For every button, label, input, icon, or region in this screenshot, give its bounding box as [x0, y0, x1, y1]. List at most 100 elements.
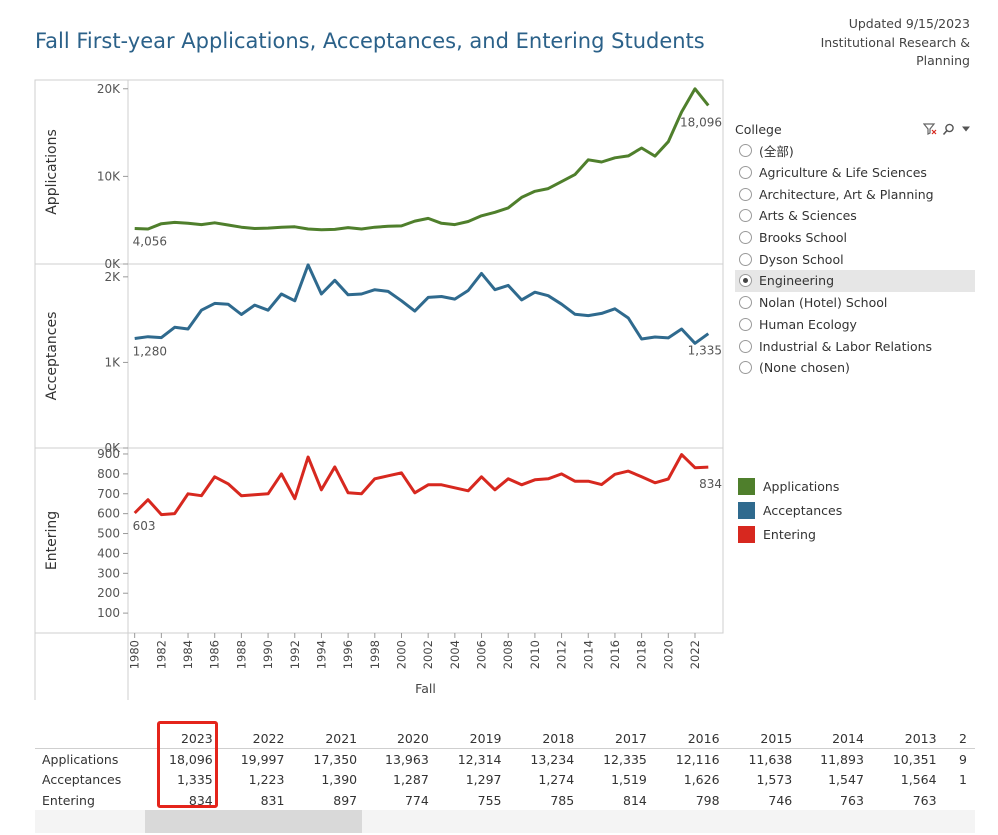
filter-options: (全部) Agriculture & Life Sciences Architect… — [735, 140, 975, 379]
x-tick-label: 2008 — [501, 640, 515, 669]
data-point — [440, 222, 443, 225]
highlight-2023-column — [157, 721, 218, 808]
table-cell: 11,638 — [748, 751, 793, 767]
legend-item[interactable]: Applications — [738, 474, 842, 498]
college-option[interactable]: Architecture, Art & Planning — [735, 183, 975, 205]
data-point — [453, 298, 456, 301]
clear-filter-icon[interactable] — [921, 121, 939, 137]
data-point — [440, 295, 443, 298]
data-point — [253, 227, 256, 230]
year-header[interactable]: 2021 — [325, 730, 358, 746]
option-label: Agriculture & Life Sciences — [759, 165, 927, 181]
table-cell: 1,287 — [393, 772, 429, 788]
data-point — [147, 335, 150, 338]
year-header[interactable]: 2019 — [469, 730, 502, 746]
data-point — [240, 226, 243, 229]
color-legend: Applications Acceptances Entering — [738, 474, 842, 546]
college-option[interactable]: Human Ecology — [735, 314, 975, 336]
college-option[interactable]: Industrial & Labor Relations — [735, 335, 975, 357]
scrollbar-thumb[interactable] — [145, 810, 362, 833]
data-point — [253, 493, 256, 496]
college-option[interactable]: Agriculture & Life Sciences — [735, 162, 975, 184]
search-icon[interactable] — [939, 121, 957, 137]
y-tick-label: 900 — [97, 447, 120, 461]
radio-button[interactable] — [739, 317, 752, 331]
data-point — [373, 477, 376, 480]
table-cell: 746 — [768, 792, 793, 808]
data-point — [640, 475, 643, 478]
horizontal-scrollbar[interactable] — [35, 810, 975, 833]
radio-button[interactable] — [739, 296, 752, 310]
data-point — [440, 483, 443, 486]
legend-item[interactable]: Entering — [738, 522, 842, 546]
data-point — [133, 227, 136, 230]
college-option[interactable]: Nolan (Hotel) School — [735, 292, 975, 314]
data-point — [507, 477, 510, 480]
college-option[interactable]: (None chosen) — [735, 357, 975, 379]
table-cell: 1,390 — [321, 772, 358, 788]
radio-button[interactable] — [739, 339, 752, 353]
radio-button[interactable] — [739, 209, 752, 223]
table-cell: 12,314 — [457, 751, 502, 767]
data-point — [173, 326, 176, 329]
year-header[interactable]: 2014 — [832, 730, 864, 746]
year-header[interactable]: 2020 — [396, 730, 429, 746]
data-point — [267, 492, 270, 495]
row-label: Entering — [42, 792, 95, 808]
legend-label: Entering — [763, 526, 816, 542]
year-header[interactable]: 2018 — [542, 730, 575, 746]
table-cell: 11,893 — [820, 751, 864, 767]
data-point — [413, 220, 416, 223]
year-header[interactable]: 2023 — [180, 730, 213, 746]
y-tick-label: 800 — [97, 467, 120, 481]
data-point — [614, 473, 617, 476]
legend-item[interactable]: Acceptances — [738, 498, 842, 522]
row-label: Acceptances — [42, 772, 122, 788]
x-tick-label: 2000 — [394, 640, 408, 669]
college-option[interactable]: (全部) — [735, 140, 975, 162]
radio-button[interactable] — [739, 231, 752, 245]
radio-button[interactable] — [739, 144, 752, 158]
data-point — [240, 313, 243, 316]
updated-date: Updated 9/15/2023 — [848, 16, 970, 31]
year-header[interactable]: 2 — [959, 730, 967, 746]
data-point — [480, 214, 483, 217]
college-option[interactable]: Arts & Sciences — [735, 205, 975, 227]
year-header[interactable]: 2013 — [904, 730, 937, 746]
x-tick-label: 1994 — [314, 640, 328, 669]
table-cell: 1 — [959, 772, 967, 788]
data-point — [320, 488, 323, 491]
year-header[interactable]: 2017 — [615, 730, 647, 746]
data-point — [560, 472, 563, 475]
line-charts: 0K 10K 20K Applications 4,056 18,096 0K 1K 2K Acc… — [34, 79, 724, 700]
data-point — [600, 161, 603, 164]
x-tick-label: 1998 — [368, 640, 382, 669]
college-option[interactable]: Dyson School — [735, 248, 975, 270]
data-point — [133, 512, 136, 515]
data-point — [654, 336, 657, 339]
data-point — [453, 486, 456, 489]
legend-swatch — [738, 477, 755, 495]
college-option[interactable]: Brooks School — [735, 227, 975, 249]
radio-button[interactable] — [739, 187, 752, 201]
radio-button[interactable] — [739, 166, 752, 180]
year-header[interactable]: 2015 — [760, 730, 793, 746]
data-point — [173, 512, 176, 515]
data-point — [347, 491, 350, 494]
last-value-label: 18,096 — [680, 115, 722, 129]
y-tick-label: 300 — [97, 566, 120, 580]
year-header[interactable]: 2016 — [687, 730, 720, 746]
data-point — [547, 187, 550, 190]
data-point — [574, 173, 577, 176]
college-option[interactable]: Engineering — [735, 270, 975, 292]
x-tick-label: 1986 — [208, 640, 222, 669]
radio-button[interactable] — [739, 252, 752, 266]
y-tick-label: 0K — [104, 441, 121, 455]
row-label: Applications — [42, 751, 119, 767]
radio-button[interactable] — [739, 361, 752, 375]
radio-button[interactable] — [739, 274, 752, 288]
x-tick-label: 1984 — [181, 640, 195, 669]
year-header[interactable]: 2022 — [252, 730, 285, 746]
dropdown-arrow-icon[interactable] — [957, 121, 975, 137]
data-point — [160, 336, 163, 339]
